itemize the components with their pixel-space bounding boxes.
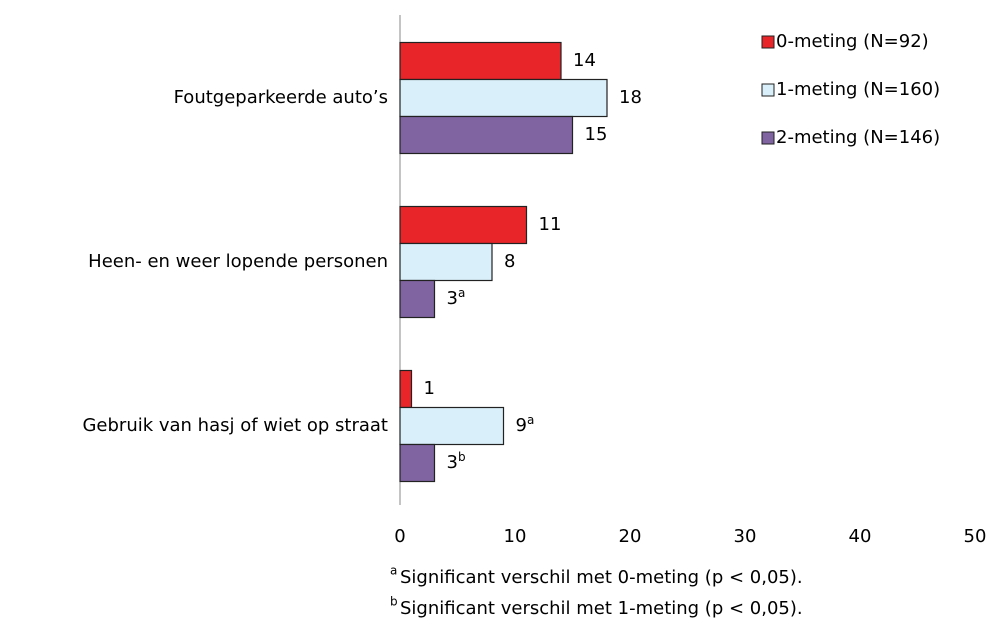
value-number: 15	[585, 124, 608, 145]
footnote-text: Significant verschil met 1-meting (p < 0…	[400, 598, 803, 619]
bar	[399, 78, 608, 118]
bar	[399, 406, 505, 446]
x-tick-label: 0	[394, 526, 405, 547]
footnote-mark: a	[390, 564, 397, 578]
value-number: 18	[619, 87, 642, 108]
value-number: 3	[447, 288, 458, 309]
value-label: 15	[585, 124, 608, 145]
value-number: 14	[573, 50, 596, 71]
value-label: 11	[539, 214, 562, 235]
bar	[399, 115, 574, 155]
value-label: 14	[573, 50, 596, 71]
value-note: a	[527, 413, 534, 427]
bar	[399, 41, 562, 81]
category-label: Heen- en weer lopende personen	[88, 251, 388, 272]
legend-swatch	[761, 131, 775, 145]
legend-swatch	[761, 35, 775, 49]
legend-label: 1-meting (N=160)	[776, 79, 940, 100]
value-number: 3	[447, 452, 458, 473]
legend-swatch	[761, 83, 775, 97]
bar	[399, 443, 436, 483]
bar	[399, 369, 413, 409]
value-number: 9	[516, 415, 527, 436]
category-label: Gebruik van hasj of wiet op straat	[82, 415, 388, 436]
x-tick-label: 30	[734, 526, 757, 547]
value-label: 9a	[516, 413, 535, 437]
value-note: a	[458, 286, 465, 300]
bar	[399, 279, 436, 319]
bar	[399, 242, 493, 282]
value-label: 1	[424, 378, 435, 399]
x-tick-label: 40	[849, 526, 872, 547]
value-number: 1	[424, 378, 435, 399]
x-tick-label: 10	[504, 526, 527, 547]
bar	[399, 205, 528, 245]
category-label: Foutgeparkeerde auto’s	[174, 87, 388, 108]
footnote-mark: b	[390, 595, 398, 609]
legend-label: 0-meting (N=92)	[776, 31, 929, 52]
value-number: 11	[539, 214, 562, 235]
value-label: 18	[619, 87, 642, 108]
value-number: 8	[504, 251, 515, 272]
value-label: 3b	[447, 450, 466, 474]
footnote-text: Significant verschil met 0-meting (p < 0…	[400, 567, 803, 588]
legend-label: 2-meting (N=146)	[776, 127, 940, 148]
value-label: 3a	[447, 286, 466, 310]
x-tick-label: 50	[964, 526, 987, 547]
x-tick-label: 20	[619, 526, 642, 547]
value-label: 8	[504, 251, 515, 272]
value-note: b	[458, 450, 466, 464]
